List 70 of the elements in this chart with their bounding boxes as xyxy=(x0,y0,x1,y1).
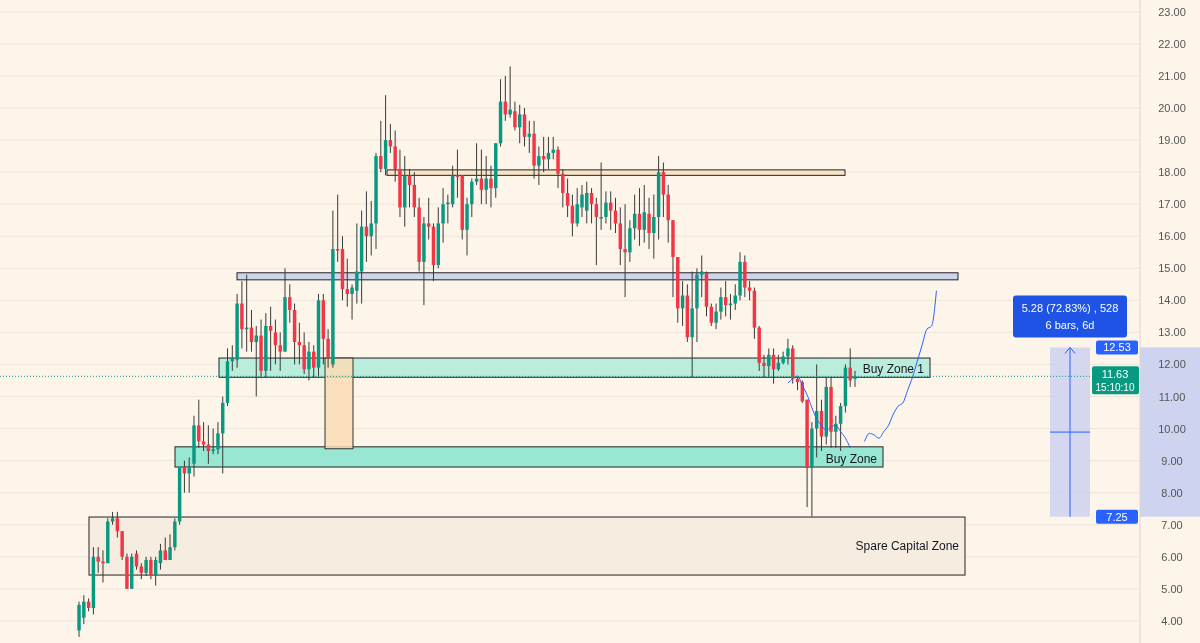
candlestick xyxy=(786,338,790,365)
candlestick xyxy=(561,168,565,208)
band-label: Buy Zone 1 xyxy=(862,362,925,377)
candlestick xyxy=(661,162,666,218)
y-tick-label: 6.00 xyxy=(1161,550,1183,563)
y-tick-label: 7.00 xyxy=(1161,518,1183,531)
candlestick xyxy=(326,328,330,369)
candlestick xyxy=(335,194,340,263)
candlestick xyxy=(426,197,431,240)
y-tick-label: 5.00 xyxy=(1161,582,1183,595)
ref-line-label: 11.63 xyxy=(1101,368,1129,381)
y-tick-label: 23.00 xyxy=(1158,5,1186,18)
candlestick xyxy=(407,168,412,208)
candlestick xyxy=(700,254,704,298)
candlestick xyxy=(522,107,527,147)
candlestick xyxy=(537,145,541,186)
candlestick xyxy=(599,162,603,231)
y-tick-label: 11.00 xyxy=(1158,390,1186,403)
candlestick xyxy=(187,456,191,494)
y-tick-label: 15.00 xyxy=(1158,262,1186,275)
y-tick-label: 4.00 xyxy=(1161,614,1183,627)
candlestick xyxy=(288,283,292,324)
y-tick-label: 20.00 xyxy=(1158,102,1186,115)
annotation: 7.25 xyxy=(1106,510,1128,523)
candlestick xyxy=(393,129,397,183)
candlestick xyxy=(441,187,445,244)
y-tick-label: 16.00 xyxy=(1158,230,1186,243)
candlestick xyxy=(652,194,656,260)
y-tick-label: 17.00 xyxy=(1158,198,1186,211)
candlestick xyxy=(369,200,373,256)
candlestick xyxy=(144,556,148,577)
candlestick xyxy=(168,533,172,561)
candlestick xyxy=(604,190,608,224)
y-tick-label: 19.00 xyxy=(1158,134,1186,147)
y-tick-label: 9.00 xyxy=(1161,454,1183,467)
candlestick xyxy=(201,421,206,452)
candlestick xyxy=(278,331,282,372)
candlestick xyxy=(470,178,474,218)
candlestick xyxy=(455,149,460,199)
candlestick xyxy=(623,203,627,298)
candlestick xyxy=(216,421,220,455)
annotation: 6 bars, 6d xyxy=(1045,319,1095,332)
band-label: Spare Capital Zone xyxy=(855,539,960,554)
y-tick-label: 22.00 xyxy=(1158,37,1186,50)
y-tick-label: 10.00 xyxy=(1158,422,1186,435)
candlestick xyxy=(719,287,723,321)
annotation: 12.53 xyxy=(1103,341,1131,354)
y-tick-label: 13.00 xyxy=(1158,326,1186,339)
annotation: 15:10:10 xyxy=(1095,382,1135,394)
candlestick xyxy=(508,65,512,119)
candlestick xyxy=(96,546,100,574)
candlestick xyxy=(513,101,517,131)
y-tick-label: 21.00 xyxy=(1158,69,1186,82)
candlestick xyxy=(714,303,718,330)
y-tick-label: 8.00 xyxy=(1161,486,1183,499)
candlestick xyxy=(163,537,167,561)
candlestick xyxy=(848,347,852,388)
candlestick xyxy=(197,399,201,449)
candlestick xyxy=(484,155,488,205)
candlestick xyxy=(647,197,651,250)
candlestick xyxy=(149,556,153,580)
candlestick xyxy=(211,428,215,455)
annotation: 5.28 (72.83%) , 528 xyxy=(1021,302,1119,315)
y-tick-label: 14.00 xyxy=(1158,294,1186,307)
y-tick-label: 18.00 xyxy=(1158,166,1186,179)
y-tick-label: 12.00 xyxy=(1158,358,1186,371)
band-label: Buy Zone xyxy=(825,452,878,467)
candlestick xyxy=(762,354,766,378)
candlestick xyxy=(379,120,383,173)
candlestick xyxy=(489,165,493,208)
